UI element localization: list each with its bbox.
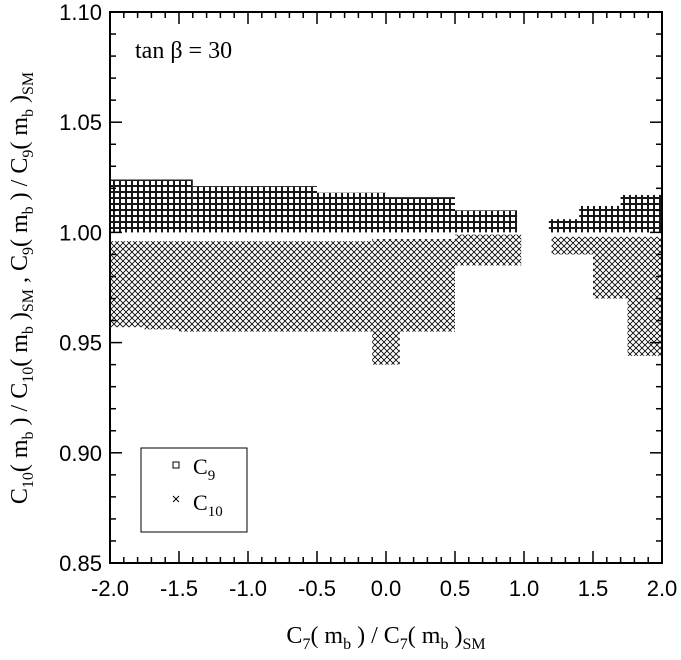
y-axis-title-part-3: b: [20, 431, 37, 439]
y-tick-label-4: 1.05: [59, 110, 102, 135]
legend-marker-cross: [172, 495, 180, 503]
c10-region-4: [372, 239, 400, 365]
c9-region-1: [192, 186, 317, 233]
x-tick-label-4: 0.0: [371, 576, 402, 601]
c10-region-7: [551, 236, 593, 255]
c10-region-5: [399, 239, 455, 332]
c10-region-6: [455, 234, 522, 266]
y-axis-title-part-5: 10: [20, 367, 37, 383]
c9-region-6: [579, 205, 621, 233]
c10-region-0: [110, 241, 145, 328]
y-axis-title-part-19: SM: [20, 72, 37, 95]
y-axis-title-part-1: 10: [20, 472, 37, 488]
c9-region-0: [110, 179, 193, 233]
c9-region-5: [548, 219, 580, 233]
c10-region-1: [144, 241, 179, 330]
y-axis-title-part-8: ): [7, 312, 33, 326]
c9-region-3: [386, 197, 455, 233]
legend-marker-square: [172, 461, 180, 469]
x-tick-label-7: 1.5: [578, 576, 609, 601]
y-axis-title: C10( mb ) / C10( mb )SM , C9( mb ) / C9(…: [7, 72, 37, 504]
legend-box: [140, 447, 248, 533]
c10-region-3: [261, 241, 373, 332]
y-axis-title-part-2: ( m: [7, 439, 33, 472]
y-axis-title-part-11: 9: [20, 247, 37, 255]
legend: C9 C10: [140, 447, 248, 533]
y-tick-label-0: 0.85: [59, 551, 102, 576]
x-tick-label-0: -2.0: [91, 576, 129, 601]
x-tick-label-2: -1.0: [229, 576, 267, 601]
y-axis-title-part-4: ) / C: [7, 383, 33, 432]
y-axis-title-part-14: ) / C: [7, 158, 33, 207]
c10-region-9: [627, 236, 662, 356]
legend-label-c9: C9: [193, 454, 215, 484]
x-tick-label-8: 2.0: [647, 576, 678, 601]
y-axis-title-part-13: b: [20, 206, 37, 214]
legend-label-c10: C10: [193, 490, 223, 520]
y-tick-label-2: 0.95: [59, 331, 102, 356]
y-axis-title-part-12: ( m: [7, 214, 33, 247]
x-tick-label-5: 0.5: [440, 576, 471, 601]
y-axis-title-part-9: SM: [20, 289, 37, 312]
y-axis-title-part-6: ( m: [7, 334, 33, 367]
x-tick-label-1: -1.5: [160, 576, 198, 601]
c10-region-2: [179, 241, 262, 332]
data-layer: [110, 179, 662, 365]
annotation-tan-beta: tan β = 30: [135, 38, 232, 64]
y-axis-title-part-15: 9: [20, 150, 37, 158]
ticks-layer: -2.0 -1.5 -1.0 -0.5 0.0 0.5 1.0 1.5 2.0 0.85 0.90 0…: [59, 0, 677, 601]
y-axis-title-part-0: C: [7, 488, 33, 504]
y-axis-title-part-18: ): [7, 95, 33, 109]
c9-region-4: [455, 210, 518, 233]
y-tick-label-5: 1.10: [59, 0, 102, 25]
y-axis-title-part-7: b: [20, 326, 37, 334]
c9-region-2: [317, 192, 386, 233]
y-tick-label-1: 0.90: [59, 441, 102, 466]
y-tick-label-3: 1.00: [59, 220, 102, 245]
c10-region-8: [593, 236, 628, 299]
c9-region-7: [620, 194, 662, 233]
y-axis-title-part-17: b: [20, 109, 37, 117]
x-axis-title: C7( mb ) / C7( mb )SM: [286, 623, 485, 653]
x-tick-label-3: -0.5: [298, 576, 336, 601]
y-axis-title-part-16: ( m: [7, 117, 33, 150]
y-axis-title-part-10: , C: [7, 255, 33, 289]
x-tick-label-6: 1.0: [509, 576, 540, 601]
